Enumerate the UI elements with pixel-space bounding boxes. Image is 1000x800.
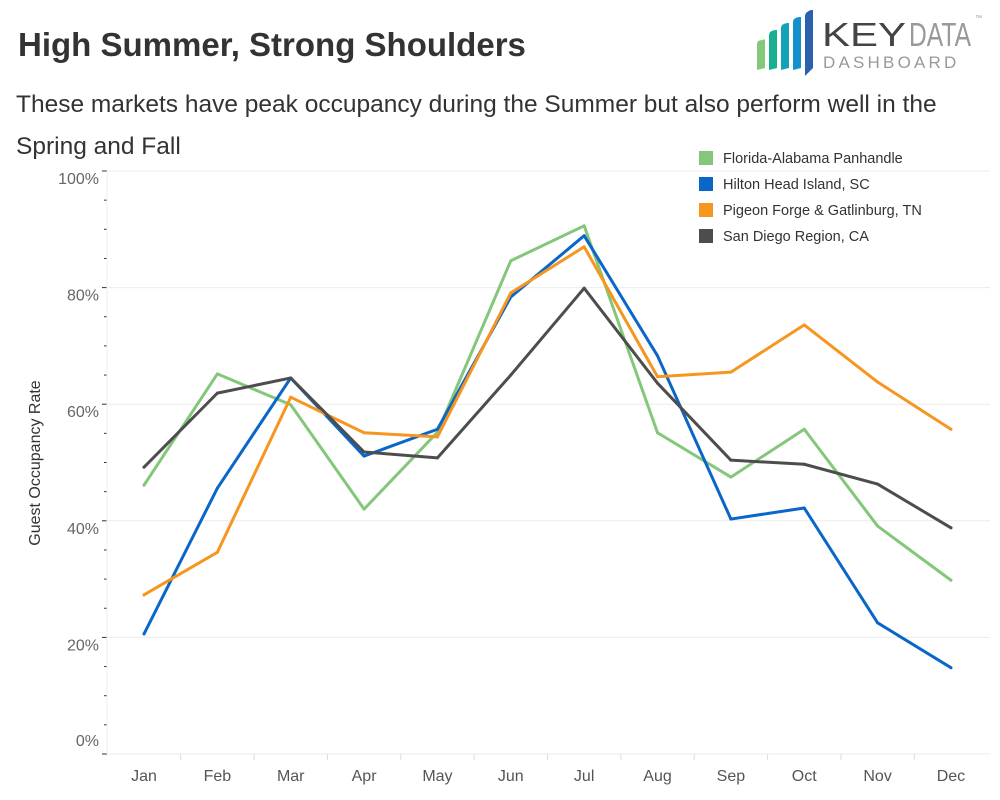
data-point [582,234,586,238]
data-point [509,291,513,295]
y-tick-label: 100% [58,171,99,188]
data-point [876,482,880,486]
data-point [142,593,146,597]
x-tick-label: Sep [717,768,746,785]
legend-swatch [699,203,713,217]
data-point [289,395,293,399]
data-point [215,372,219,376]
data-point [802,462,806,466]
data-point [949,578,953,582]
data-point [289,403,293,407]
data-point [729,458,733,462]
data-point [435,456,439,460]
x-tick-label: May [422,768,452,785]
x-tick-label: Jun [498,768,524,785]
x-tick-label: Jan [131,768,157,785]
data-point [949,666,953,670]
data-point [582,224,586,228]
y-tick-label: 40% [67,521,99,538]
x-tick-label: Mar [277,768,305,785]
data-point [362,454,366,458]
svg-text:KEY: KEY [822,16,906,53]
data-point [142,465,146,469]
chart-subtitle: These markets have peak occupancy during… [16,91,937,160]
data-point [142,483,146,487]
svg-text:DATA: DATA [909,16,971,53]
y-tick-label: 0% [76,733,99,750]
y-axis-label: Guest Occupancy Rate [27,380,44,546]
data-point [729,517,733,521]
x-tick-label: Nov [863,768,891,785]
data-point [802,427,806,431]
x-tick-label: Feb [204,768,232,785]
data-point [215,486,219,490]
keydata-logo: KEY DATA ™ DASHBOARD [757,10,982,76]
x-tick-label: Dec [937,768,965,785]
data-point [949,427,953,431]
y-tick-label: 80% [67,288,99,305]
data-point [362,450,366,454]
data-point [509,373,513,377]
y-tick-label: 60% [67,404,99,421]
data-point [802,323,806,327]
series-line-0 [142,224,953,582]
data-point [289,376,293,380]
data-point [582,286,586,290]
data-point [215,550,219,554]
series-line-2 [142,245,953,597]
x-tick-label: Aug [643,768,671,785]
data-point [876,621,880,625]
data-point [802,506,806,510]
data-point [435,427,439,431]
data-point [362,507,366,511]
data-point [876,380,880,384]
data-point [949,526,953,530]
series-line-3 [142,286,953,530]
y-tick-label: 20% [67,637,99,654]
data-point [142,632,146,636]
legend-swatch [699,177,713,191]
legend-swatch [699,151,713,165]
chart-subtitle-container: These markets have peak occupancy during… [16,84,956,168]
series-line-1 [142,234,953,670]
data-point [656,381,660,385]
legend-label: Florida-Alabama Panhandle [723,151,903,167]
data-point [876,524,880,528]
data-point [509,259,513,263]
data-point [729,370,733,374]
data-point [362,431,366,435]
svg-text:™: ™ [975,15,982,22]
legend-label: Pigeon Forge & Gatlinburg, TN [723,203,922,219]
x-tick-label: Apr [352,768,378,785]
chart-title: High Summer, Strong Shoulders [18,26,526,63]
svg-text:DASHBOARD: DASHBOARD [823,53,960,72]
legend-swatch [699,229,713,243]
data-point [656,354,660,358]
data-point [435,435,439,439]
data-point [656,375,660,379]
data-point [656,431,660,435]
data-point [582,245,586,249]
data-point [215,391,219,395]
legend-label: Hilton Head Island, SC [723,177,870,193]
data-point [729,475,733,479]
x-tick-label: Jul [574,768,594,785]
legend-label: San Diego Region, CA [723,229,869,245]
x-tick-label: Oct [792,768,817,785]
